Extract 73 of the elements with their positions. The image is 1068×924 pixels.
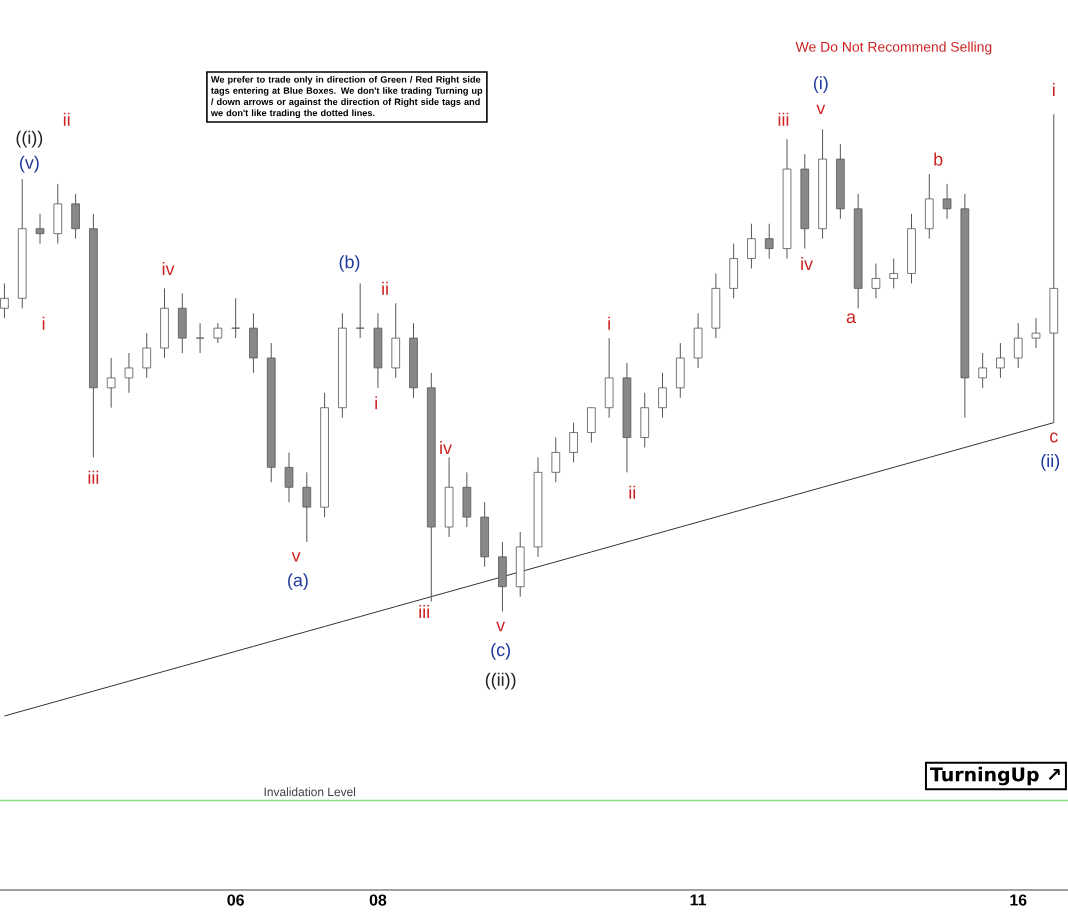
- candlestick: [177, 292, 187, 354]
- candlestick: [640, 392, 650, 448]
- candlestick: [213, 322, 223, 344]
- annotation: i: [608, 316, 610, 330]
- candlestick: [587, 407, 596, 444]
- annotation: iv: [162, 261, 175, 275]
- candlestick: [924, 173, 934, 240]
- annotation: v: [291, 552, 301, 562]
- annotation: iii: [419, 605, 429, 619]
- candlestick: [124, 352, 134, 394]
- candlestick: [675, 342, 685, 399]
- candlestick: [106, 357, 116, 409]
- candlestick: [0, 282, 9, 319]
- candlestick: [391, 302, 401, 379]
- candlestick: [1031, 317, 1041, 349]
- candlestick: [515, 531, 525, 598]
- candlestick: [996, 342, 1005, 379]
- candlestick: [1049, 113, 1059, 424]
- candlestick: [747, 223, 756, 269]
- candlestick: [302, 471, 312, 543]
- candlestick: [355, 282, 365, 339]
- candlestick: [978, 352, 987, 389]
- candlestick: [1013, 322, 1023, 369]
- candlestick: [942, 183, 952, 220]
- annotation: (ii): [1041, 454, 1060, 471]
- annotation: ii: [629, 485, 636, 499]
- annotation: iii: [88, 470, 99, 484]
- candlestick: [871, 263, 881, 299]
- annotation: c: [1050, 432, 1058, 443]
- candlestick: [462, 471, 472, 528]
- candlestick: [142, 332, 152, 379]
- text: ((ii)): [485, 672, 516, 690]
- text: TurningUp ↗: [930, 766, 1060, 786]
- annotation: iv: [801, 257, 813, 271]
- annotation: iii: [778, 112, 789, 126]
- text: (c): [491, 642, 511, 660]
- candlestick: [35, 213, 45, 245]
- candlestick: [658, 372, 667, 419]
- candlestick: [195, 322, 205, 354]
- candlestick: [764, 223, 774, 260]
- candlestick: [604, 337, 614, 419]
- annotation: a: [846, 313, 857, 324]
- candlestick: [729, 243, 738, 299]
- annotation: i: [42, 316, 45, 330]
- annotation: b: [934, 152, 943, 166]
- candlestick: [569, 422, 578, 463]
- candlestick: [249, 312, 258, 374]
- annotation: ((i)): [16, 130, 43, 148]
- candlestick: [498, 541, 507, 613]
- annotation: ii: [382, 281, 388, 295]
- candlestick: [693, 312, 703, 369]
- candlestick: [480, 501, 489, 568]
- candlestick: [551, 437, 561, 483]
- candlestick: [373, 312, 383, 389]
- text: (i): [813, 76, 828, 93]
- annotation: ii: [63, 112, 70, 126]
- candlestick: [907, 213, 916, 284]
- candlestick: [231, 297, 240, 339]
- candlestick: [53, 183, 63, 245]
- text: v: [496, 621, 506, 632]
- annotation: i: [375, 396, 377, 410]
- text: i: [1052, 82, 1055, 96]
- candlestick: [711, 272, 721, 339]
- candlestick: [160, 287, 169, 359]
- annotation: (v): [20, 155, 39, 173]
- annotation: (a): [288, 573, 308, 591]
- candlestick: [444, 456, 454, 538]
- text: v: [816, 104, 826, 115]
- annotation: (b): [339, 255, 360, 272]
- annotation: iv: [440, 440, 452, 454]
- candlestick: [889, 258, 899, 289]
- candlestick: [284, 451, 294, 503]
- candlestick: [71, 193, 80, 240]
